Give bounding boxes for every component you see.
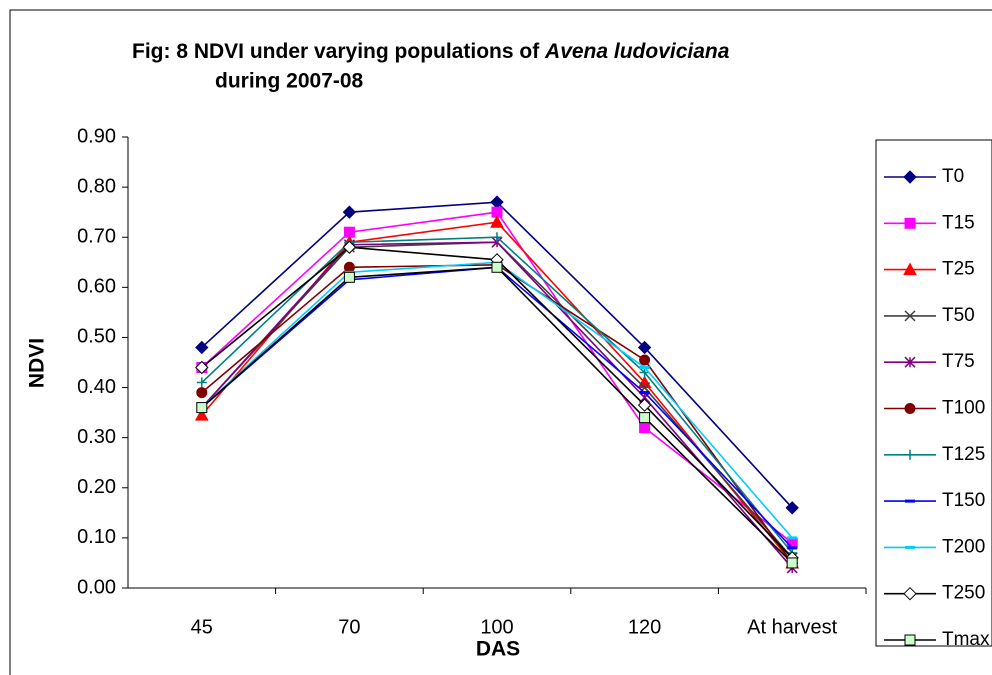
marker: [343, 261, 355, 273]
y-tick-label: 0.60: [77, 276, 116, 298]
legend-label: T150: [942, 490, 985, 511]
marker: [195, 340, 209, 355]
legend-label: T0: [942, 166, 964, 187]
y-tick-label: 0.00: [77, 576, 116, 598]
marker: [194, 408, 209, 421]
marker: [196, 387, 208, 399]
marker: [639, 382, 651, 394]
legend-label: Tmax: [942, 629, 990, 650]
marker: [491, 261, 503, 273]
legend-label: T75: [942, 351, 975, 372]
marker: [342, 240, 357, 254]
y-tick-label: 0.80: [77, 175, 116, 197]
legend-label: T250: [942, 583, 985, 604]
marker: [904, 310, 916, 322]
marker: [903, 586, 917, 601]
chart-title: Fig: 8 NDVI under varying populations of…: [132, 40, 730, 63]
y-tick-label: 0.90: [77, 125, 116, 147]
marker: [904, 217, 916, 229]
marker: [637, 340, 652, 355]
legend-box: [875, 139, 992, 647]
marker: [637, 398, 652, 412]
legend-label: T200: [942, 536, 985, 557]
marker: [639, 354, 651, 366]
chart-border: [9, 9, 992, 675]
marker: [343, 271, 355, 283]
x-tick-label: At harvest: [747, 616, 837, 638]
x-tick-label: 100: [480, 616, 513, 638]
marker: [904, 356, 916, 368]
y-tick-label: 0.20: [77, 476, 116, 498]
x-tick-label: 45: [191, 616, 213, 638]
legend-label: T100: [942, 398, 985, 419]
y-tick-label: 0.70: [77, 226, 116, 248]
y-tick-label: 0.50: [77, 326, 116, 348]
marker: [490, 215, 504, 228]
marker: [492, 232, 502, 243]
legend-label: T125: [942, 444, 985, 465]
marker: [639, 412, 651, 424]
x-tick-label: 70: [338, 616, 360, 638]
marker: [786, 537, 798, 549]
marker: [639, 422, 651, 434]
legend-label: T15: [942, 212, 975, 233]
title-part: Fig: 8 NDVI under varying populations of: [132, 40, 545, 63]
marker: [196, 402, 208, 414]
title-part: Avena ludoviciana: [544, 40, 730, 63]
y-tick-label: 0.10: [77, 526, 116, 548]
marker: [903, 262, 917, 276]
marker: [786, 557, 798, 569]
y-tick-label: 0.40: [77, 376, 116, 398]
legend-label: T50: [942, 305, 975, 326]
legend-label: T25: [942, 259, 975, 280]
marker: [195, 360, 209, 375]
x-axis-label: DAS: [476, 638, 520, 661]
marker: [905, 449, 915, 460]
marker: [196, 377, 207, 388]
y-axis-label: NDVI: [26, 338, 49, 388]
marker: [903, 170, 917, 184]
marker: [785, 501, 799, 515]
marker: [342, 205, 357, 219]
x-tick-label: 120: [628, 616, 661, 638]
y-tick-label: 0.30: [77, 426, 116, 448]
marker: [904, 634, 916, 646]
chart-title: during 2007-08: [215, 70, 364, 93]
marker: [904, 403, 916, 414]
